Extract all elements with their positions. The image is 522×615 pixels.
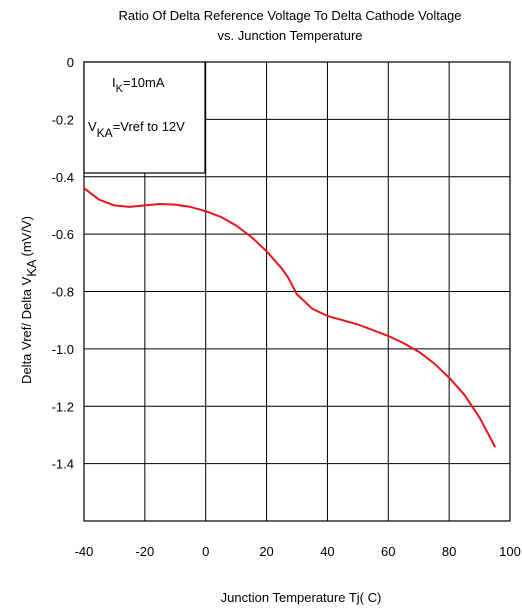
series-line	[83, 187, 496, 448]
x-tick-label: 60	[381, 544, 395, 559]
y-tick-label: 0	[67, 55, 74, 70]
y-tick-label: -0.6	[52, 227, 74, 242]
y-tick-label: -1.0	[52, 342, 74, 357]
x-tick-label: 100	[499, 544, 521, 559]
y-tick-label: -0.2	[52, 112, 74, 127]
gridlines	[84, 62, 510, 521]
x-tick-label: 20	[259, 544, 273, 559]
x-tick-label: 0	[202, 544, 209, 559]
y-tick-label: -1.2	[52, 399, 74, 414]
conditions-box-border	[83, 61, 206, 174]
y-tick-label: -0.8	[52, 285, 74, 300]
x-tick-label: -20	[135, 544, 154, 559]
chart-subtitle: vs. Junction Temperature	[218, 28, 363, 43]
conditions-box: IK=10mA VKA=Vref to 12V	[83, 61, 206, 174]
tick-labels: -40 -20 0 20 40 60 80 100 0 -0.2 -0.4 -0.6 -0.8 -1.0 -…	[52, 55, 521, 559]
y-axis-label: Delta Vref/ Delta VKA (mV/V)	[19, 216, 39, 384]
x-tick-label: -40	[75, 544, 94, 559]
chart-title: Ratio Of Delta Reference Voltage To Delt…	[118, 8, 461, 23]
y-tick-label: -1.4	[52, 457, 74, 472]
condition-ik: IK=10mA	[112, 75, 165, 95]
x-axis-label: Junction Temperature Tj( C)	[221, 590, 382, 605]
y-tick-label: -0.4	[52, 170, 74, 185]
condition-vka: VKA=Vref to 12V	[88, 119, 185, 140]
x-tick-label: 40	[320, 544, 334, 559]
x-tick-label: 80	[442, 544, 456, 559]
series-layer	[83, 187, 496, 448]
